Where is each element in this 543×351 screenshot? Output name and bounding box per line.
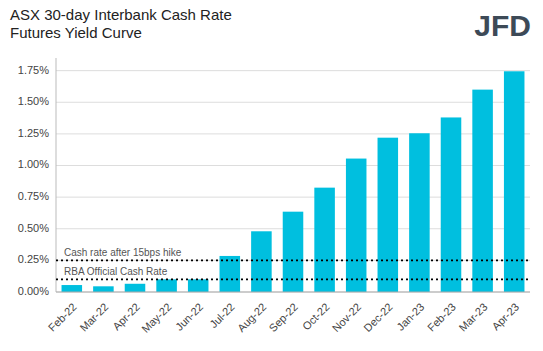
x-tick-label: Sep-22 <box>266 301 300 335</box>
y-tick-label: 1.00% <box>18 158 49 170</box>
y-tick-label: 0.25% <box>18 253 49 265</box>
bar <box>378 138 399 292</box>
reference-line-label: RBA Official Cash Rate <box>64 266 168 277</box>
reference-line <box>56 279 530 281</box>
x-tick-label: Jul-22 <box>207 301 237 331</box>
bar <box>188 279 209 292</box>
bar <box>62 285 83 292</box>
bar <box>93 286 114 292</box>
x-tick-label: Mar-23 <box>457 301 490 334</box>
bar <box>346 159 367 292</box>
y-tick-label: 0.50% <box>18 222 49 234</box>
y-tick-label: 0.75% <box>18 190 49 202</box>
reference-line-label: Cash rate after 15bps hike <box>64 247 182 258</box>
x-axis-line <box>56 292 530 293</box>
x-tick-label: Nov-22 <box>330 301 364 335</box>
x-tick-label: Dec-22 <box>361 301 395 335</box>
chart-container: 0.00% 0.25% 0.50% 0.75% 1.00% 1.25% 1.50% 1.75%… <box>0 0 543 351</box>
logo: JFD <box>474 9 531 42</box>
x-tick-label: Apr-22 <box>110 301 142 333</box>
reference-line <box>56 260 530 262</box>
bar <box>504 71 525 292</box>
x-tick-label: May-22 <box>139 301 173 335</box>
x-tick-label: Apr-23 <box>489 301 521 333</box>
x-tick-label: Jan-23 <box>394 301 426 333</box>
x-tick-label: Feb-23 <box>425 301 458 334</box>
y-tick-label: 1.75% <box>18 64 49 76</box>
bar <box>472 90 493 292</box>
reference-lines <box>56 260 530 279</box>
title: ASX 30-day Interbank Cash RateFutures Yi… <box>10 6 232 41</box>
grid <box>56 71 530 292</box>
grid-line <box>56 102 530 103</box>
grid-line <box>56 70 530 71</box>
bar <box>409 133 430 292</box>
bar <box>251 231 272 292</box>
y-tick-label: 1.25% <box>18 127 49 139</box>
bar <box>220 256 241 292</box>
x-tick-label: Feb-22 <box>46 301 79 334</box>
x-tick-label: Oct-22 <box>300 301 332 333</box>
bar <box>156 279 177 292</box>
chart-svg: 0.00% 0.25% 0.50% 0.75% 1.00% 1.25% 1.50% 1.75%… <box>0 0 543 351</box>
y-axis-line <box>56 58 57 292</box>
grid-line <box>56 292 530 293</box>
bar <box>125 284 146 292</box>
bar <box>441 117 462 292</box>
y-tick-label: 0.00% <box>18 285 49 297</box>
x-tick-label: Aug-22 <box>235 301 269 335</box>
bars <box>62 71 525 292</box>
y-tick-label: 1.50% <box>18 95 49 107</box>
bar <box>314 188 335 292</box>
x-tick-label: Mar-22 <box>77 301 110 334</box>
x-tick-label: Jun-22 <box>173 301 205 333</box>
